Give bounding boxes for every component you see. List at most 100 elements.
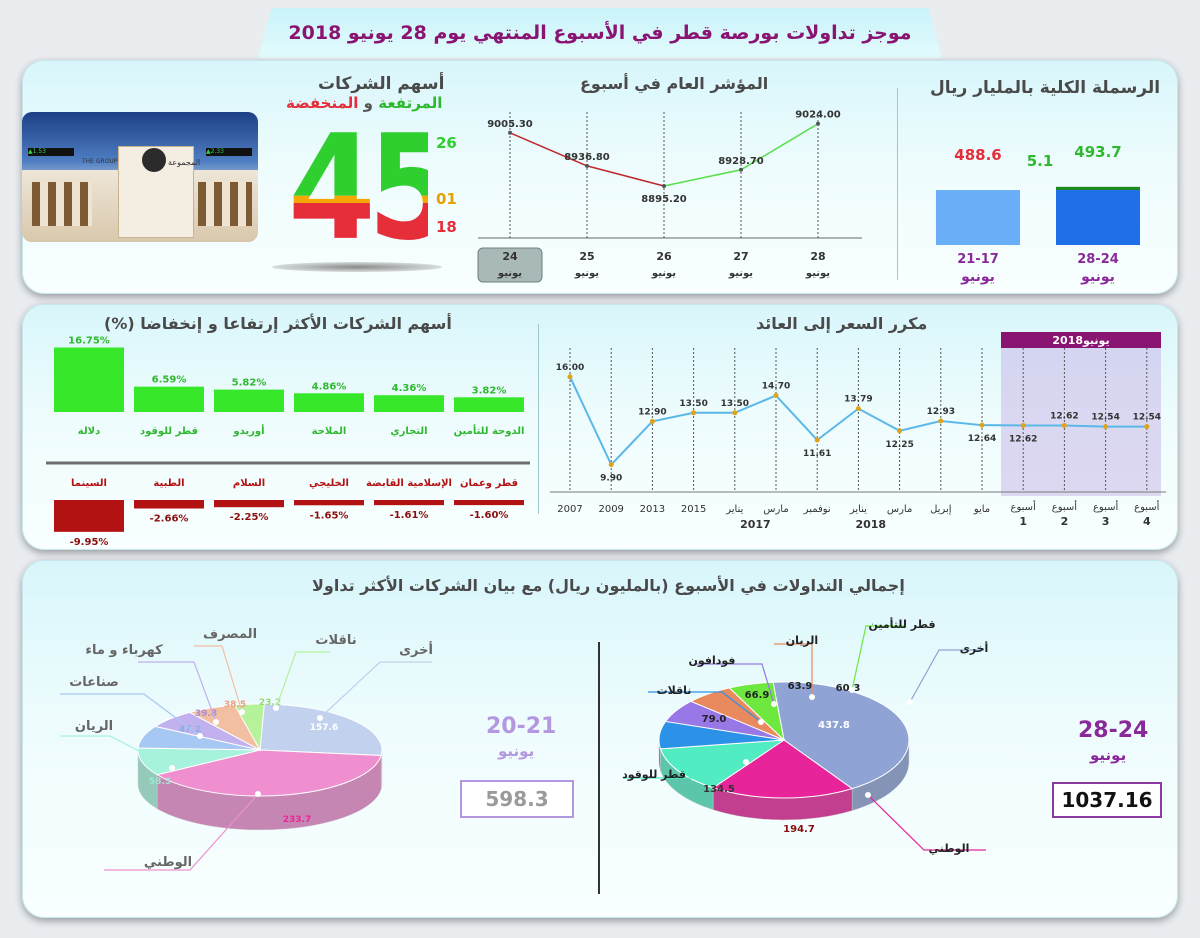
pie-leader-dot: [255, 791, 261, 797]
falling-company-label: الإسلامية القابضة: [366, 478, 452, 489]
index-point: [585, 163, 589, 168]
pe-point: [1061, 422, 1067, 428]
pie-leader-line: [319, 661, 432, 719]
subtitle-and: و: [358, 94, 379, 112]
rising-bar: [54, 347, 124, 412]
subtitle-falling: المنخفضة: [286, 94, 359, 112]
falling-bar: [294, 500, 364, 506]
index-x-sublabel: يونيو: [651, 268, 676, 279]
pie-value-label: 194.7: [783, 824, 815, 835]
falling-value-label: -2.66%: [150, 514, 189, 525]
pie-leader-line: [104, 793, 259, 871]
falling-company-label: الطبية: [153, 478, 184, 489]
falling-bar: [134, 500, 204, 509]
pie-leader-line: [851, 625, 904, 691]
falling-value-label: -2.25%: [230, 512, 269, 523]
marketcap-title: الرسملة الكلية بالمليار ريال: [930, 78, 1161, 98]
pie-slice-name: قطر للتأمين: [868, 617, 935, 631]
marketcap-bar-chart: 488.6 21-17 يونيو 493.7 28-24 يونيو 5.1: [936, 143, 1140, 285]
pe-value-label: 11.61: [803, 449, 831, 459]
falling-value-label: -1.61%: [390, 510, 429, 521]
pie-leader-line: [624, 761, 747, 779]
index-line-chart: 24 يونيو 25 يونيو 26 يونيو 27 يونيو 28 يونيو 9005.…: [477, 110, 862, 283]
index-point: [816, 121, 820, 126]
pe-x-label: أسبوع: [1134, 500, 1160, 513]
pe-point: [732, 410, 738, 416]
middle-panel: [22, 304, 1178, 550]
pe-x-label-number: 4: [1143, 515, 1151, 528]
pe-value-label: 13.79: [844, 395, 872, 405]
pe-value-label: 12.54: [1091, 413, 1119, 423]
current-week-total: 1037.16: [1052, 782, 1162, 818]
index-x-sublabel: يونيو: [574, 268, 599, 279]
pie-leader-line: [867, 794, 986, 851]
index-line-segment: [586, 165, 665, 187]
index-x-label: 27: [733, 250, 748, 263]
falling-bar: [374, 500, 444, 506]
index-x-sublabel: يونيو: [497, 268, 522, 279]
rising-company-label: الدوحة للتأمين: [454, 424, 525, 437]
pe-value-label: 16.00: [556, 363, 584, 373]
pie-slice-name: فودافون: [688, 654, 735, 667]
pe-x-label: 2009: [598, 504, 623, 515]
index-x-label: 25: [579, 250, 594, 263]
pie-value-label: 38.5: [224, 700, 246, 710]
pie-slice: [772, 681, 910, 790]
pie-value-label: 39.8: [195, 709, 217, 719]
index-line-segment: [509, 132, 588, 167]
pie-slice-name: الوطني: [144, 855, 192, 870]
marketcap-bar-top: [1056, 186, 1140, 190]
current-week-month: يونيو: [1090, 746, 1127, 764]
pie-slice-name: المصرف: [203, 627, 257, 642]
marketcap-x-sublabel: يونيو: [960, 269, 995, 285]
rising-value-label: 3.82%: [472, 385, 507, 396]
pe-x-label: مايو: [973, 504, 990, 515]
subtitle-rising: المرتفعة: [378, 94, 443, 112]
pe-point: [814, 437, 820, 443]
pe-point: [691, 410, 697, 416]
pe-x-label-number: 2: [1061, 515, 1069, 528]
pie-leader-dot: [758, 719, 764, 725]
pe-x-label: 2015: [681, 504, 706, 515]
total-companies-number: 45 45 45: [288, 116, 428, 246]
rising-company-label: دلالة: [78, 426, 100, 437]
pe-value-label: 13.50: [721, 399, 749, 409]
falling-bar: [454, 500, 524, 506]
index-chart-title: المؤشر العام في أسبوع: [580, 74, 769, 93]
rising-company-label: قطر للوقود: [140, 426, 198, 437]
pie-leader-dot: [849, 687, 855, 693]
pe-x-label: أسبوع: [1052, 500, 1078, 513]
pie-slice-name: الوطني: [929, 842, 970, 855]
pe-x-label: مارس: [887, 504, 912, 515]
movers-bar-chart: 16.75% دلالة 6.59% قطر للوقود 5.82% أوريدو 4.8…: [46, 336, 530, 546]
pie-leader-line: [694, 663, 775, 705]
rising-company-label: التجاري: [390, 426, 427, 437]
pe-x-label: نوفمبر: [803, 504, 831, 515]
pe-value-label: 14.70: [762, 382, 790, 392]
pe-value-label: 12.93: [927, 407, 955, 417]
pie-leader-line: [60, 693, 201, 737]
pe-point: [855, 406, 861, 412]
pie-leader-line: [60, 735, 173, 769]
pe-point: [1020, 422, 1026, 428]
pie-leader-dot: [865, 792, 871, 798]
pe-year-label: 2018: [855, 518, 886, 531]
pe-highlight-label: يونيو2018: [1052, 334, 1109, 347]
falling-value-label: -9.95%: [70, 537, 109, 546]
pe-value-label: 12.90: [638, 407, 666, 417]
pie-slice-name: الريان: [786, 634, 818, 647]
pie-slice-name: أخرى: [399, 641, 433, 658]
pe-x-label: 2013: [640, 504, 665, 515]
pie-leader-dot: [809, 694, 815, 700]
rising-value-label: 16.75%: [68, 336, 110, 347]
pie-leader-line: [194, 645, 243, 713]
pie-slice-name: صناعات: [69, 675, 119, 690]
pie-slice-name: قطر للوقود: [622, 768, 686, 781]
rising-bar: [374, 395, 444, 412]
pe-x-label: أسبوع: [1011, 500, 1037, 513]
pie-leader-dot: [213, 719, 219, 725]
marketcap-x-sublabel: يونيو: [1080, 269, 1115, 285]
index-value-label: 8895.20: [641, 194, 687, 205]
pie-leader-dot: [239, 709, 245, 715]
index-x-label: 28: [810, 250, 825, 263]
